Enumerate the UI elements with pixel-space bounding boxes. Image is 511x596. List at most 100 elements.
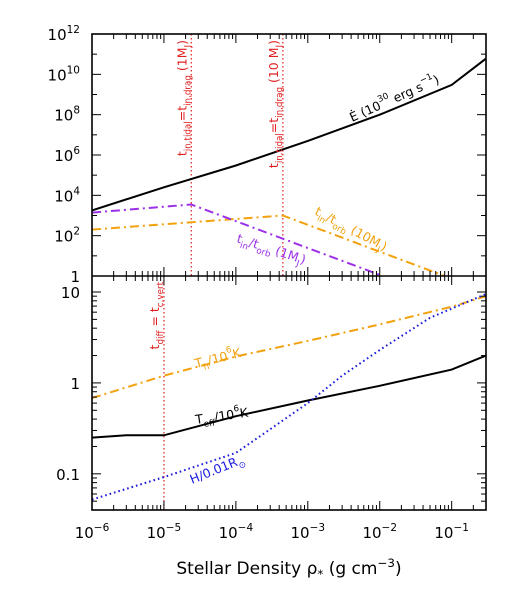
x-tick-label-part: 10 [219,524,238,542]
annotation-orange-10mj-part: t [313,203,324,219]
x-tick-label: 10−5 [147,522,182,542]
x-axis-title-part: ) [395,559,402,579]
top-y-tick-label-part: 10 [54,147,73,165]
annotation-th-part: K [231,345,243,362]
top-series-line-2 [92,214,446,276]
top-y-tick-label-part: 1 [70,268,80,286]
top-y-tick-label-part: 10 [54,107,73,125]
annotation-purple-1mj-part: orb [255,246,272,260]
vline-label-bottom-part: t [147,344,162,349]
top-y-tick-label: 102 [54,226,80,246]
x-axis-title-part: Stellar Density ρ [176,559,317,579]
series-layer [92,34,486,510]
top-y-tick-label: 106 [54,145,80,165]
annotation-edot: Ė (1030 erg s−1) [346,70,441,125]
bottom-y-tick-label-part: 10 [61,284,80,302]
vline-label-2-part: =t [266,118,281,133]
x-tick-label-part: −5 [166,522,181,534]
x-axis-title: Stellar Density ρ* (g cm−3) [176,556,401,581]
vline-label-1: tin,tidal=tin,drag (1MJ) [174,40,193,156]
annotation-purple-1mj: tin/torb (1MJ) [234,231,308,271]
x-axis-title-part: * [317,567,323,581]
bottom-y-tick-label: 10 [61,284,80,302]
vline-label-2-part: ) [266,40,281,45]
vline-label-2: tin,tidal=tin,drag (10 MJ) [266,40,285,168]
x-tick-label-part: 10 [434,524,453,542]
annotation-purple-1mj-part: /t [247,235,260,252]
vline-label-bottom-part: c,vert [156,281,166,307]
top-y-tick-label-part: 10 [54,228,73,246]
frame-layer [91,33,487,511]
bottom-y-tick-label: 1 [70,375,80,393]
plot-frame [91,33,487,511]
x-axis-title-part: (g cm [323,559,377,579]
x-tick-label: 10−1 [434,522,469,542]
annotation-purple-1mj-part: in [239,241,250,253]
top-y-tick-label: 1 [70,268,80,286]
vline-label-1-part: in,drag [183,75,193,106]
top-y-tick-label-part: 4 [73,185,80,197]
x-tick-label-part: −2 [382,522,397,534]
top-y-tick-label: 104 [54,185,80,205]
top-y-tick-label-part: 12 [67,24,80,36]
top-y-tick-label: 1012 [48,24,80,44]
x-axis-title-part: −3 [377,556,395,570]
top-y-tick-label-part: 2 [73,226,80,238]
annotation-th-part: 6 [225,345,233,356]
annotation-purple-1mj-part: J [294,259,301,270]
vline-label-2-part: in,tidal [275,133,285,163]
x-tick-label: 10−4 [219,522,254,542]
annotation-th: Th/106K [192,343,245,375]
annotation-orange-10mj-part: orb [330,222,348,238]
annotation-orange-10mj-part: ) [379,238,390,254]
annotation-edot-part: 30 [376,91,390,105]
x-tick-label-part: 10 [147,524,166,542]
bottom-series-line-1 [92,295,486,400]
annotation-edot-part: ) [431,72,442,88]
annotation-purple-1mj-part: t [235,231,244,247]
bottom-series-line-2 [92,354,486,439]
annotation-h-part: ⊙ [237,460,248,472]
x-tick-label-part: −4 [238,522,254,534]
top-y-tick-label: 1010 [48,64,80,84]
x-tick-label-part: 10 [291,524,310,542]
annotation-teff-part: eff [203,418,217,430]
vline-label-bottom-part: = t [147,307,162,330]
x-tick-label: 10−2 [362,522,397,542]
annotation-orange-10mj-part: in [315,214,327,227]
annotation-teff-part: /10 [213,407,235,425]
top-y-tick-label-part: 10 [67,64,80,76]
annotation-h-part: H/0.01R [188,454,240,487]
top-y-tick-label-part: 6 [73,145,80,157]
vline-label-1-part: in,tidal [183,121,193,151]
bottom-y-tick-label: 0.1 [56,466,80,484]
annotation-orange-10mj-part: J [373,245,381,256]
vline-label-2-part: (10 M [266,47,281,87]
top-series-line-3 [92,203,384,276]
annotation-h: H/0.01R⊙ [188,451,248,490]
top-y-tick-label-part: 10 [48,66,67,84]
annotation-teff-part: 6 [233,404,240,415]
vline-label-1-part: =t [174,106,189,121]
annotation-th-part: h [203,362,211,373]
annotation-purple-1mj-part: ) [299,251,308,267]
x-tick-label-part: −1 [453,522,468,534]
vline-label-2-part: t [266,163,281,168]
top-y-tick-label-part: 8 [73,105,80,117]
top-series-line-1 [92,57,486,212]
x-tick-label-part: −3 [310,522,325,534]
top-y-tick-label: 108 [54,105,80,125]
annotation-th-part: T [192,354,204,371]
annotation-teff-part: K [239,405,250,421]
vline-label-bottom-part: diff [156,330,166,345]
x-tick-label-part: 10 [75,524,94,542]
text-layer: 10−6 10−5 10−4 10−3 10−2 10−11102104106108101… [48,24,469,581]
annotation-edot-part: −1 [418,72,434,86]
annotation-th-part: /10 [206,348,229,367]
bottom-series-line-3 [92,293,486,501]
vline-label-1-part: ) [174,40,189,45]
vline-label-1-part: t [174,151,189,156]
annotation-purple-1mj-part: (1M [270,242,301,265]
